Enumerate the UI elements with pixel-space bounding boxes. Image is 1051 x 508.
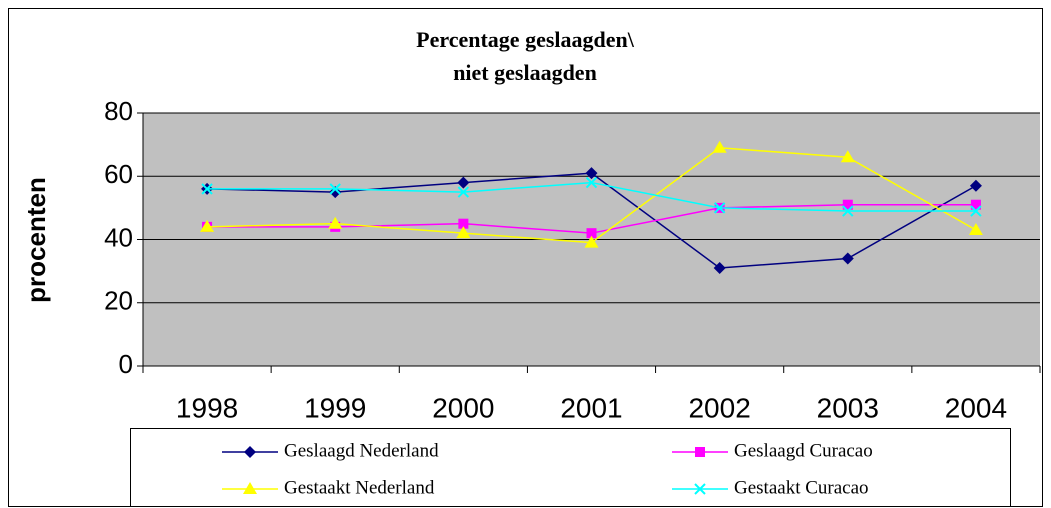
y-tick-label: 0 xyxy=(119,349,133,379)
data-point xyxy=(970,205,982,217)
data-point xyxy=(457,186,470,198)
legend-label: Gestaakt Curacao xyxy=(734,477,869,498)
x-tick-label: 2004 xyxy=(945,392,1007,423)
data-point xyxy=(969,179,982,192)
data-point xyxy=(458,218,469,229)
x-tick-label: 2000 xyxy=(432,392,494,423)
data-point xyxy=(713,202,726,214)
y-tick-label: 60 xyxy=(104,159,133,189)
data-point xyxy=(456,226,471,239)
x-tick-label: 2003 xyxy=(817,392,879,423)
y-tick-label: 20 xyxy=(104,286,133,316)
y-axis-label: procenten xyxy=(21,177,51,303)
legend-label: Geslaagd Nederland xyxy=(284,440,439,461)
data-point xyxy=(457,176,470,189)
legend-label: Geslaagd Curacao xyxy=(734,440,873,461)
data-point xyxy=(841,252,854,265)
data-point xyxy=(712,140,727,153)
legend-marker xyxy=(695,447,705,457)
data-point xyxy=(328,216,343,229)
x-tick-label: 2002 xyxy=(688,392,750,423)
data-point xyxy=(201,183,213,195)
x-tick-label: 1998 xyxy=(176,392,238,423)
legend xyxy=(130,428,1011,507)
x-tick-label: 2001 xyxy=(560,392,622,423)
chart-title: niet geslaagden xyxy=(453,60,597,85)
data-point xyxy=(329,183,341,195)
legend-marker xyxy=(243,482,257,494)
data-point xyxy=(842,205,854,217)
y-tick-label: 40 xyxy=(104,222,133,252)
legend-label: Gestaakt Nederland xyxy=(284,477,435,498)
y-tick-label: 80 xyxy=(104,96,133,126)
data-point xyxy=(584,235,599,248)
x-tick-label: 1999 xyxy=(304,392,366,423)
data-point xyxy=(842,199,853,210)
data-point xyxy=(840,150,855,163)
data-point xyxy=(585,167,598,180)
legend-marker xyxy=(244,446,256,458)
data-point xyxy=(713,261,726,274)
chart-title: Percentage geslaagden\ xyxy=(416,27,635,52)
legend-marker xyxy=(694,483,706,495)
data-point xyxy=(586,228,597,239)
data-point xyxy=(968,223,983,236)
data-point xyxy=(585,176,598,189)
data-point xyxy=(970,199,981,210)
data-point xyxy=(200,219,215,232)
